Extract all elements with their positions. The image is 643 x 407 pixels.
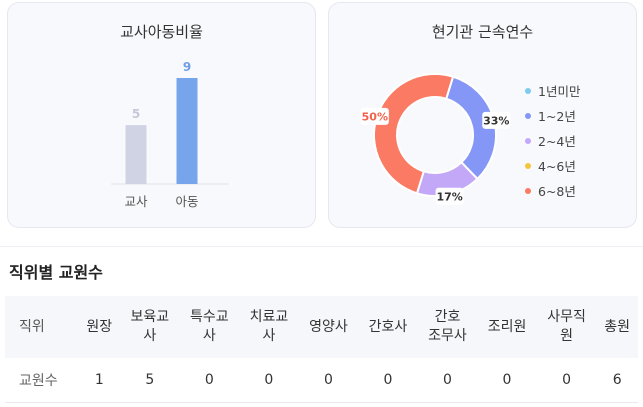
table-cell: 5	[145, 371, 155, 388]
legend-item[interactable]: 1년미만	[525, 78, 580, 103]
table-header-cell: 간호사	[368, 318, 408, 335]
donut-label-box	[360, 107, 389, 125]
section-divider	[0, 246, 643, 247]
tenure-card: 현기관 근속연수 33% 17% 50% 1년미만 1~2년 2~4년 4~6년 6~8년	[328, 2, 637, 228]
table-cell: 0	[204, 371, 214, 388]
table-cell: 0	[502, 371, 512, 388]
table-cell: 0	[264, 371, 274, 388]
legend-dot-icon	[525, 187, 531, 194]
table-cell: 0	[323, 371, 333, 388]
table-header-cell: 직위	[19, 318, 45, 335]
bar-2	[176, 78, 198, 184]
table-cell: 0	[383, 371, 393, 388]
legend-dot-icon	[525, 162, 531, 169]
teacher-child-ratio-card: 교사아동비율 5 교사 9 아동	[7, 2, 316, 228]
legend-item[interactable]: 1~2년	[525, 103, 580, 128]
table-header-cell: 조리원	[487, 318, 527, 335]
legend-dot-icon	[525, 112, 531, 119]
donut-label-text: 17%	[436, 190, 462, 203]
donut-label-text: 50%	[362, 110, 388, 123]
bar-category-label: 교사	[124, 194, 148, 209]
table-row: 교원수 1 5 0 0 0 0 0 0 0 6	[5, 358, 638, 402]
donut-label-text: 33%	[483, 114, 509, 127]
bar-chart: 5 교사 9 아동	[111, 60, 229, 209]
table-header-cell: 특수교 사	[190, 309, 229, 344]
teacher-child-ratio-title: 교사아동비율	[120, 23, 203, 41]
table-header-cell: 영양사	[309, 318, 348, 335]
legend-item[interactable]: 2~4년	[525, 128, 580, 153]
table-header-cell: 간호 조무사	[428, 309, 467, 344]
legend-label: 4~6년	[538, 159, 576, 174]
donut-chart: 33% 17% 50%	[360, 73, 511, 205]
table-header-cell: 총원	[604, 318, 631, 335]
table-cell: 6	[612, 371, 622, 388]
legend-label: 1년미만	[538, 84, 581, 99]
table-cell: 0	[562, 371, 571, 388]
table-header-cell: 치료교 사	[249, 309, 289, 344]
donut-slice-label: 17%	[435, 187, 464, 205]
bar-category-label: 아동	[175, 194, 198, 209]
table-header-cell: 보육교 사	[130, 309, 170, 344]
table-header-cell: 원장	[86, 318, 113, 335]
table-header-cell: 사무직 원	[547, 309, 586, 344]
legend-dot-icon	[525, 87, 531, 94]
tenure-legend: 1년미만 1~2년 2~4년 4~6년 6~8년	[525, 78, 580, 203]
donut-slice-label: 33%	[482, 111, 511, 129]
tenure-title: 현기관 근속연수	[431, 23, 534, 41]
table-cell: 0	[443, 371, 452, 388]
legend-label: 6~8년	[538, 184, 576, 199]
legend-item[interactable]: 6~8년	[525, 178, 580, 203]
donut-slice-label: 50%	[360, 107, 389, 125]
donut-label-box	[435, 187, 464, 205]
bar-value-label: 9	[183, 60, 191, 74]
table-row-label: 교원수	[19, 372, 58, 389]
legend-item[interactable]: 4~6년	[525, 153, 580, 178]
table-header-row: 직위 원장 보육교 사 특수교 사 치료교 사 영양사 간호사 간호 조무사 조리원 사무직 원 총원	[5, 296, 638, 358]
staff-by-position-table: 직위 원장 보육교 사 특수교 사 치료교 사 영양사 간호사 간호 조무사 조리원 사무직 원 총원 교원수…	[5, 296, 638, 403]
section-title: 직위별 교원수	[9, 263, 103, 282]
bar-value-label: 5	[132, 107, 140, 121]
legend-label: 1~2년	[538, 109, 576, 124]
legend-label: 2~4년	[538, 134, 576, 149]
legend-dot-icon	[525, 137, 531, 144]
donut-label-box	[482, 111, 511, 129]
table-cell: 1	[94, 371, 104, 388]
donut-slice	[373, 73, 455, 195]
bar-1	[125, 125, 147, 184]
